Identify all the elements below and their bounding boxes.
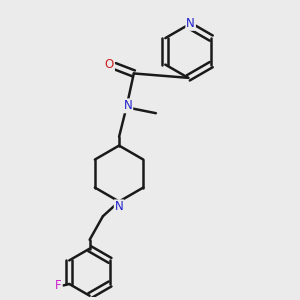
- Text: N: N: [115, 200, 124, 213]
- Text: F: F: [55, 279, 62, 292]
- Text: O: O: [105, 58, 114, 71]
- Text: N: N: [124, 99, 132, 112]
- Text: N: N: [186, 17, 195, 30]
